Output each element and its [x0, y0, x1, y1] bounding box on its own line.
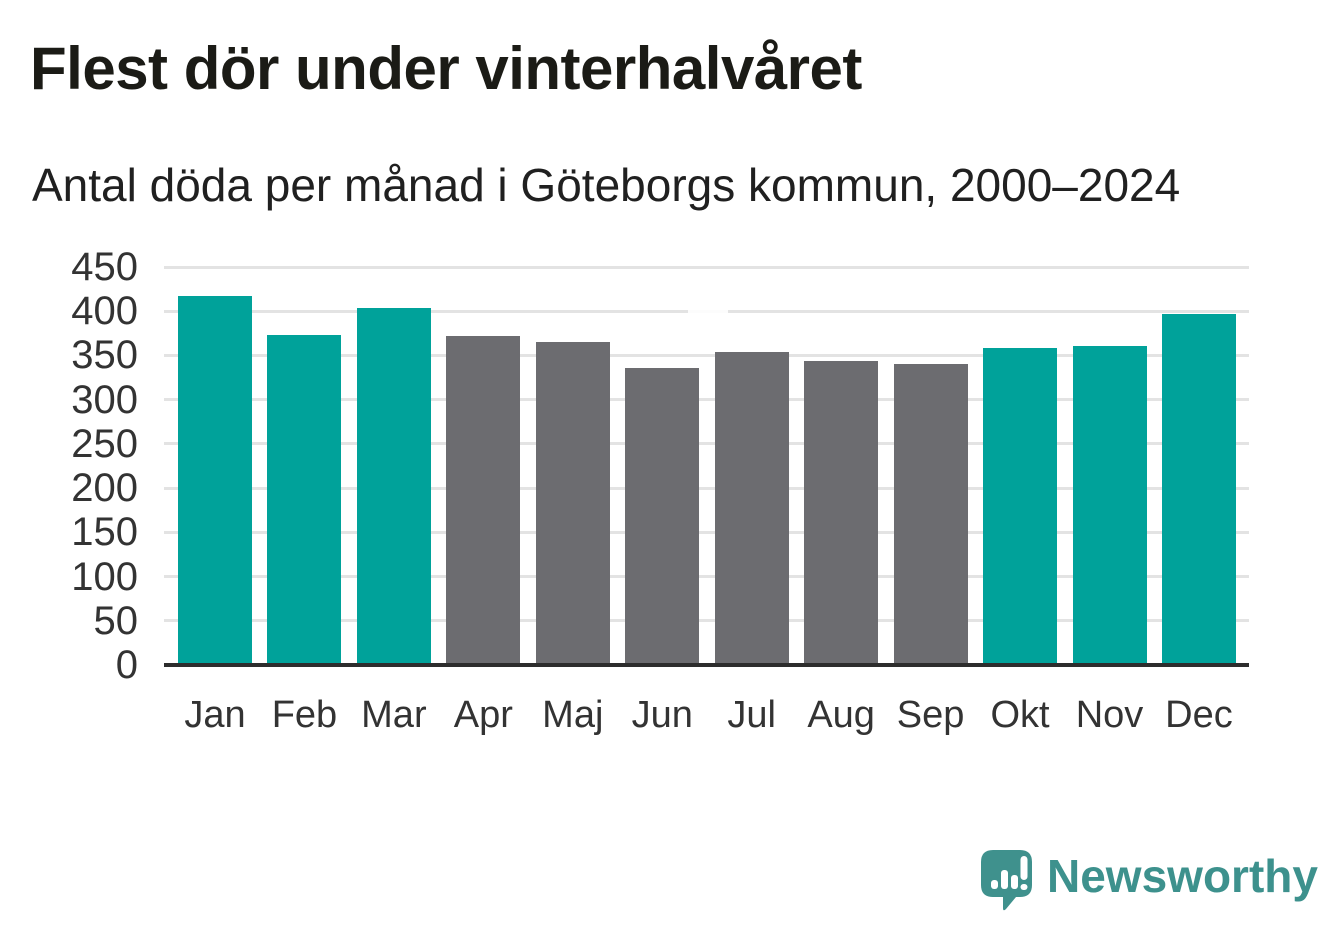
x-axis-label-jul: Jul: [727, 694, 776, 736]
y-axis-tick-label-250: 250: [71, 421, 138, 466]
y-axis-tick-label-150: 150: [71, 510, 138, 555]
y-axis-tick-label-0: 0: [115, 643, 138, 687]
bar-feb: [267, 335, 342, 665]
gridline-y100: [164, 575, 1249, 579]
x-axis-label-maj: Maj: [542, 694, 604, 736]
y-axis-tick-label-50: 50: [93, 598, 139, 643]
bar-sep: [893, 364, 968, 665]
x-axis-label-mar: Mar: [361, 694, 427, 736]
bar-apr: [446, 336, 521, 665]
gridline-y450: [164, 265, 1249, 269]
x-axis-label-feb: Feb: [271, 694, 338, 736]
y-axis-tick-label-450: 450: [71, 245, 138, 289]
gridline-gap-artifact: [688, 309, 728, 313]
y-axis-tick-label-200: 200: [71, 466, 138, 511]
newsworthy-logo: Newsworthy: [981, 849, 1318, 919]
bar-aug: [804, 360, 879, 665]
gridline-y350: [164, 353, 1249, 357]
bar-dec: [1161, 313, 1236, 665]
y-axis-tick-label-350: 350: [71, 333, 138, 378]
gridline-y250: [164, 442, 1249, 446]
x-axis-label-apr: Apr: [453, 694, 513, 736]
newsworthy-wordmark: Newsworthy: [1047, 850, 1318, 902]
x-axis-baseline: [164, 663, 1249, 667]
chart-title: Flest dör under vinterhalvåret: [30, 35, 862, 102]
bar-mar: [356, 307, 431, 665]
chart-subtitle: Antal döda per månad i Göteborgs kommun,…: [32, 159, 1181, 211]
bar-jun: [625, 367, 700, 665]
bar-jul: [714, 351, 789, 665]
bar-nov: [1072, 345, 1147, 665]
y-axis-tick-label-400: 400: [71, 289, 138, 334]
gridline-y150: [164, 530, 1249, 534]
gridline-y50: [164, 619, 1249, 623]
y-axis-tick-label-100: 100: [71, 554, 138, 599]
x-axis-label-jan: Jan: [184, 694, 246, 736]
bar-maj: [535, 342, 610, 665]
plot-area: [164, 265, 1249, 665]
x-axis-label-aug: Aug: [807, 694, 875, 736]
x-axis-label-okt: Okt: [990, 694, 1050, 736]
bar-okt: [983, 347, 1058, 665]
bar-jan: [178, 296, 252, 665]
x-axis-label-dec: Dec: [1165, 694, 1233, 736]
gridline-y300: [164, 398, 1249, 402]
y-axis-tick-label-300: 300: [71, 377, 138, 422]
newsworthy-speech-bubble-bar-chart-icon: [981, 850, 1032, 911]
x-axis-label-jun: Jun: [631, 694, 693, 736]
gridline-y200: [164, 486, 1249, 490]
x-axis-label-nov: Nov: [1075, 694, 1144, 736]
x-axis-label-sep: Sep: [896, 694, 965, 736]
